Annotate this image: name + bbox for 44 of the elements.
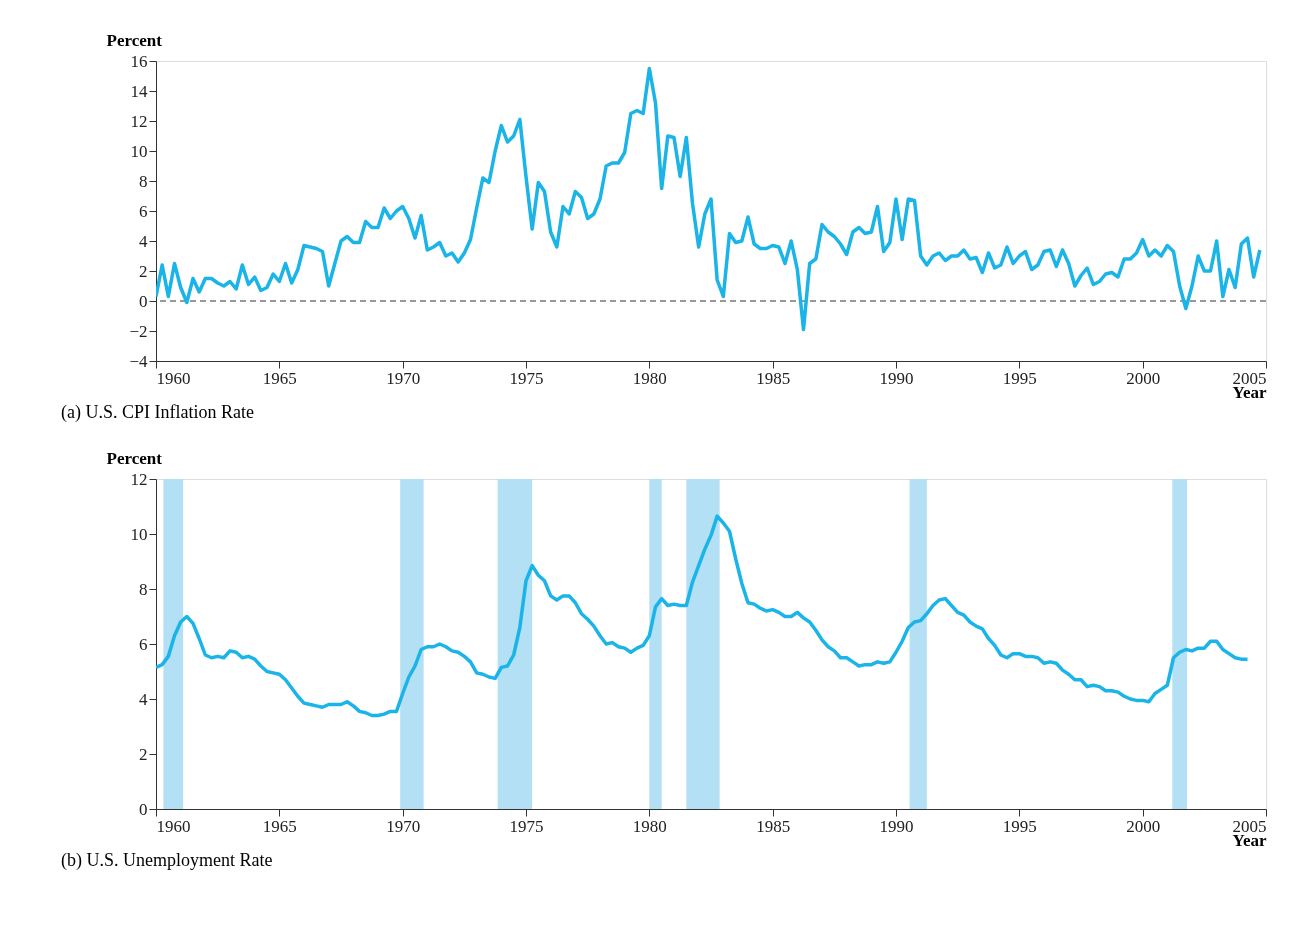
y-tick-label: 10 — [130, 141, 148, 161]
x-tick-label: 1970 — [386, 816, 421, 836]
x-tick-label: 1990 — [879, 368, 914, 388]
x-tick-label: 2005 — [1232, 816, 1267, 836]
text: (a) U.S. CPI Inflation Rate — [61, 402, 254, 423]
x-tick-label: 1980 — [632, 816, 667, 836]
y-tick-label: 0 — [139, 799, 148, 819]
y-axis-title: Percent — [106, 448, 163, 468]
x-tick-label: 1975 — [509, 816, 544, 836]
y-tick-label: 0 — [139, 291, 148, 311]
y-tick-label: 2 — [139, 744, 148, 764]
y-tick-label: 2 — [139, 261, 148, 281]
y-tick-label: 4 — [139, 689, 148, 709]
y-tick-label: 16 — [130, 51, 148, 71]
x-tick-label: 1985 — [756, 368, 791, 388]
text: (b) U.S. Unemployment Rate — [61, 850, 273, 871]
y-tick-label: 8 — [139, 579, 148, 599]
x-tick-label: 1960 — [156, 816, 191, 836]
x-tick-label: 1965 — [262, 816, 297, 836]
x-tick-label: 1990 — [879, 816, 914, 836]
x-tick-label: 1995 — [1002, 816, 1037, 836]
y-tick-label: 14 — [130, 81, 148, 101]
y-tick-label: 6 — [139, 201, 148, 221]
x-tick-label: 1995 — [1002, 368, 1037, 388]
y-tick-label: 12 — [130, 469, 148, 489]
y-axis-title: Percent — [106, 30, 163, 50]
x-tick-label: 1965 — [262, 368, 297, 388]
line-series — [156, 66, 1262, 332]
x-tick-label: 1960 — [156, 368, 191, 388]
x-tick-label: 1970 — [386, 368, 421, 388]
y-tick-label: 8 — [139, 171, 148, 191]
x-tick-label: 2000 — [1126, 816, 1161, 836]
line-series — [156, 514, 1250, 718]
y-tick-label: 4 — [139, 231, 148, 251]
y-tick-label: −4 — [129, 351, 148, 371]
x-tick-label: 1980 — [632, 368, 667, 388]
x-tick-label: 2005 — [1232, 368, 1267, 388]
y-tick-label: 6 — [139, 634, 148, 654]
y-tick-label: 12 — [130, 111, 148, 131]
y-tick-label: 10 — [130, 524, 148, 544]
x-tick-label: 1975 — [509, 368, 544, 388]
x-tick-label: 2000 — [1126, 368, 1161, 388]
y-tick-label: −2 — [129, 321, 148, 341]
x-tick-label: 1985 — [756, 816, 791, 836]
